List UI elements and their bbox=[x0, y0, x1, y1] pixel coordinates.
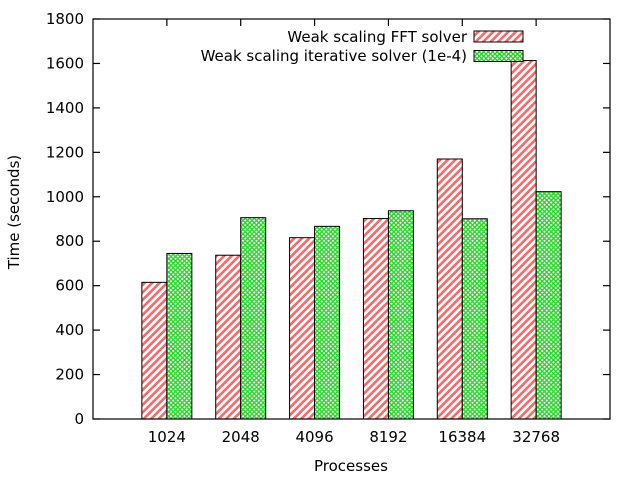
bar-iterative-2048 bbox=[240, 217, 267, 420]
y-tick-label: 1600 bbox=[46, 54, 84, 72]
y-tick-label: 200 bbox=[55, 366, 84, 384]
bar-iterative-4096 bbox=[314, 225, 341, 420]
x-tick-label: 4096 bbox=[295, 428, 333, 446]
y-axis-title: Time (seconds) bbox=[5, 155, 23, 271]
y-tick-label: 1400 bbox=[46, 99, 84, 117]
legend-label-fft-solver: Weak scaling FFT solver bbox=[287, 28, 467, 46]
y-tick-label: 0 bbox=[74, 410, 84, 428]
bar-fft-16384 bbox=[436, 158, 463, 420]
x-tick-label: 8192 bbox=[369, 428, 407, 446]
x-tick-label: 16384 bbox=[438, 428, 486, 446]
legend: Weak scaling FFT solver Weak scaling ite… bbox=[201, 28, 524, 65]
legend-label-iterative-solver: Weak scaling iterative solver (1e-4) bbox=[201, 47, 467, 65]
bar-fft-4096 bbox=[289, 237, 316, 420]
bar-fft-2048 bbox=[215, 254, 242, 420]
y-tick-label: 1200 bbox=[46, 143, 84, 161]
y-tick-label: 600 bbox=[55, 277, 84, 295]
bar-iterative-8192 bbox=[387, 210, 414, 420]
x-axis-title: Processes bbox=[314, 457, 388, 475]
bar-iterative-1024 bbox=[166, 252, 193, 420]
y-tick-label: 1800 bbox=[46, 10, 84, 28]
y-tick-label: 800 bbox=[55, 232, 84, 250]
legend-swatch-fft-solver bbox=[473, 30, 524, 43]
legend-swatch-iterative-solver bbox=[473, 50, 524, 62]
bar-iterative-16384 bbox=[461, 218, 488, 420]
plot-border bbox=[92, 18, 611, 420]
bar-fft-1024 bbox=[141, 281, 168, 420]
y-tick-label: 1000 bbox=[46, 188, 84, 206]
bar-fft-32768 bbox=[510, 60, 537, 420]
bar-fft-8192 bbox=[362, 218, 389, 420]
bar-iterative-32768 bbox=[535, 191, 562, 420]
y-tick-label: 400 bbox=[55, 321, 84, 339]
x-tick-label: 1024 bbox=[148, 428, 186, 446]
x-tick-label: 32768 bbox=[512, 428, 560, 446]
x-tick-label: 2048 bbox=[222, 428, 260, 446]
